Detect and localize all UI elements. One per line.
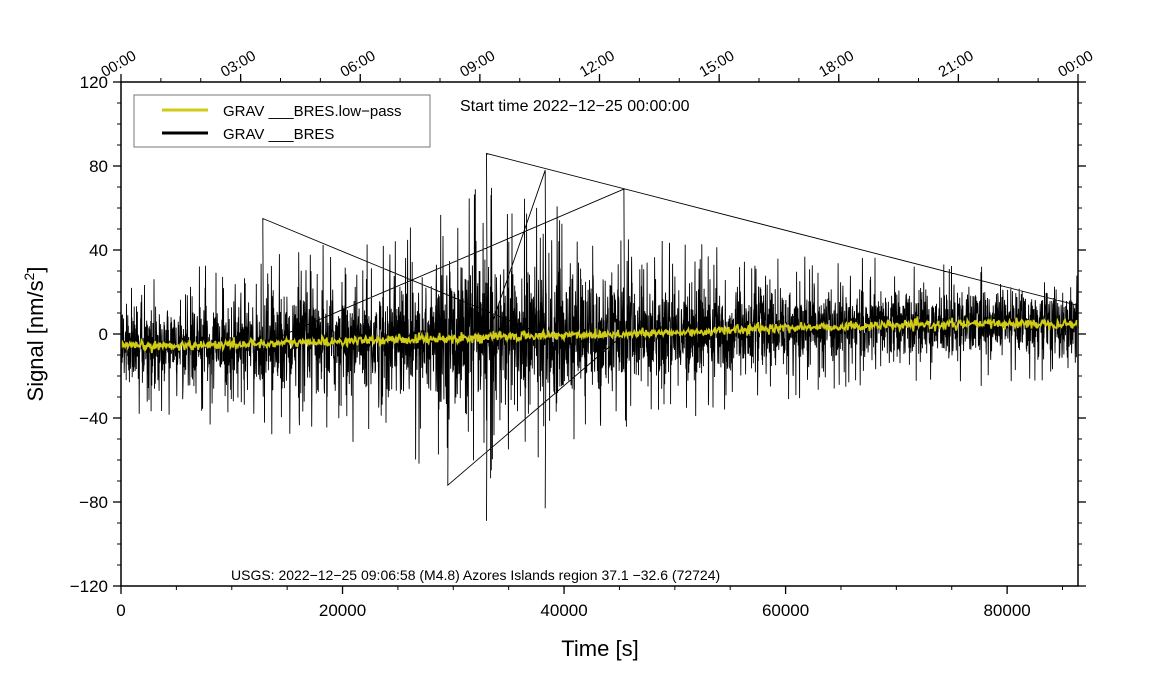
- x-tick-label: 60000: [762, 601, 809, 620]
- y-tick-label: 80: [89, 157, 108, 176]
- event-annotation: USGS: 2022−12−25 09:06:58 (M4.8) Azores …: [231, 567, 720, 583]
- y-tick-label: 120: [80, 73, 108, 92]
- y-tick-label: −120: [70, 577, 108, 596]
- x-tick-label: 20000: [319, 601, 366, 620]
- top-tick-label: 21:00: [936, 47, 977, 80]
- y-tick-label: −80: [79, 493, 108, 512]
- x-tick-label: 0: [116, 601, 125, 620]
- y-axis-title: Signal [nm/s2]: [21, 267, 48, 402]
- y-tick-label: −40: [79, 409, 108, 428]
- top-tick-label: 00:00: [98, 47, 139, 80]
- x-tick-label: 80000: [983, 601, 1030, 620]
- y-tick-label: 40: [89, 241, 108, 260]
- legend-box: [133, 94, 431, 148]
- top-tick-label: 18:00: [816, 47, 857, 80]
- top-tick-label: 09:00: [457, 47, 498, 80]
- series-line-raw: [120, 152, 1079, 521]
- x-axis-title: Time [s]: [561, 636, 638, 661]
- axis-ticks: [113, 74, 1086, 594]
- x-tick-label: 40000: [540, 601, 587, 620]
- top-tick-label: 00:00: [1055, 47, 1096, 80]
- top-tick-label: 15:00: [696, 47, 737, 80]
- legend: GRAV ___BRES.low−pass GRAV ___BRES: [133, 94, 431, 148]
- y-axis-title-sup: 2: [21, 272, 37, 280]
- y-axis-title-main: Signal [nm/s: [23, 280, 48, 401]
- top-tick-label: 12:00: [577, 47, 618, 80]
- legend-label-lowpass: GRAV ___BRES.low−pass: [223, 103, 402, 120]
- top-tick-label: 06:00: [337, 47, 378, 80]
- y-axis-title-end: ]: [23, 267, 48, 273]
- series-line-lowpass: [120, 316, 1079, 354]
- chart-title: Start time 2022−12−25 00:00:00: [460, 98, 690, 115]
- top-tick-label: 03:00: [218, 47, 259, 80]
- legend-label-raw: GRAV ___BRES: [223, 126, 334, 143]
- data-layer: [120, 152, 1079, 521]
- y-tick-label: 0: [99, 325, 108, 344]
